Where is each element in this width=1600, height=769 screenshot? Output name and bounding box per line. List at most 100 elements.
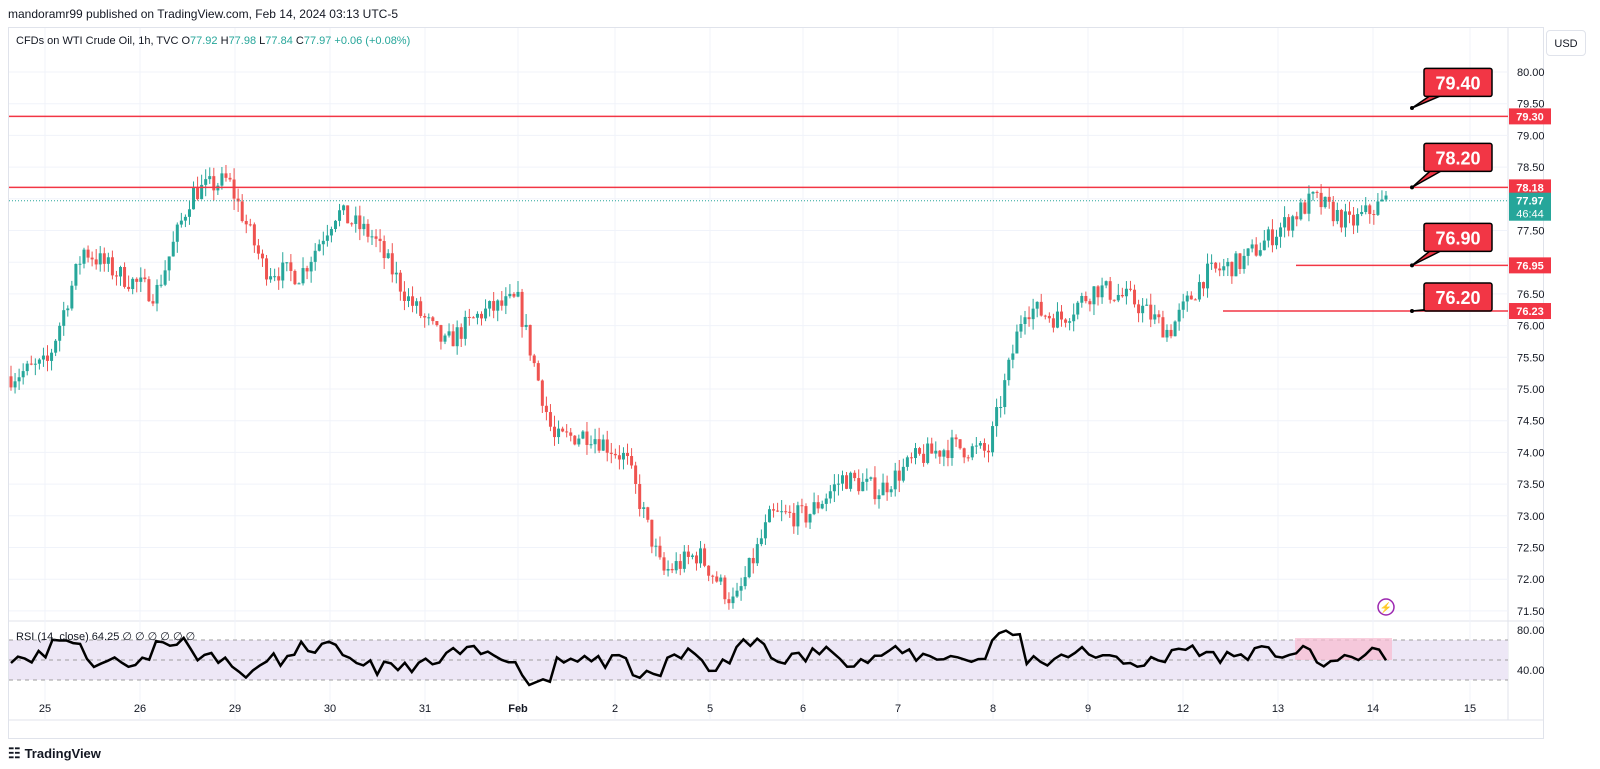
candle-body (577, 438, 581, 445)
candle-body (1315, 191, 1319, 193)
candle-body (909, 457, 913, 459)
candle-body (707, 565, 711, 576)
candle-body (1380, 199, 1384, 202)
candle-body (601, 439, 605, 451)
candle-body (9, 376, 13, 388)
candle-body (1157, 314, 1161, 318)
candle-body (1165, 329, 1169, 338)
candle-body (1303, 202, 1307, 214)
candle-body (727, 599, 731, 604)
y-tick-label: 76.50 (1517, 289, 1545, 301)
candle-body (1108, 281, 1112, 300)
publish-info: mandoramr99 published on TradingView.com… (8, 7, 399, 21)
y-tick-label: 73.50 (1517, 479, 1545, 491)
level-axis-label: 76.23 (1516, 306, 1544, 318)
candle-body (378, 238, 382, 242)
candle-body (962, 448, 966, 458)
level-axis-label: 76.95 (1516, 260, 1544, 272)
x-tick-label: 2 (612, 703, 618, 715)
candle-body (942, 450, 946, 457)
candle-body (82, 249, 86, 264)
candle-body (496, 300, 500, 311)
candle-body (1161, 317, 1165, 338)
candle-body (524, 324, 528, 327)
candle-body (699, 548, 703, 564)
x-tick-label: 26 (134, 703, 146, 715)
candle-body (792, 512, 796, 527)
candle-body (163, 270, 167, 285)
y-tick-label: 73.00 (1517, 511, 1545, 523)
candle-body (853, 472, 857, 479)
candle-body (589, 444, 593, 446)
tradingview-logo-icon: ☷ (8, 745, 21, 761)
level-axis-tag (1509, 303, 1551, 320)
legend-part: H (221, 35, 229, 47)
candle-body (1376, 201, 1380, 215)
chart-frame[interactable] (8, 27, 1544, 739)
candle-body (350, 223, 354, 225)
candle-body (1080, 296, 1084, 303)
currency-button[interactable]: USD (1546, 30, 1586, 56)
candle-body (1015, 331, 1019, 354)
y-tick-label: 76.00 (1517, 321, 1545, 333)
candle-body (212, 176, 216, 191)
candle-body (532, 355, 536, 364)
rsi-legend: RSI (14, close) 64.25 ∅ ∅ ∅ ∅ ∅ ∅ (16, 631, 195, 643)
candle-body (1311, 191, 1315, 194)
candle-body (131, 278, 135, 290)
candle-body (281, 262, 285, 281)
candle-body (455, 327, 459, 347)
candle-body (812, 502, 816, 515)
x-tick-label: 29 (229, 703, 241, 715)
footer-brand[interactable]: ☷ TradingView (8, 745, 101, 762)
candle-body (1185, 295, 1189, 302)
candle-body (415, 301, 419, 306)
level-callout-label: 79.40 (1435, 73, 1480, 93)
x-tick-label: 30 (324, 703, 336, 715)
y-tick-label: 75.00 (1517, 384, 1545, 396)
level-callout-box (1423, 67, 1493, 98)
candle-body (1043, 315, 1047, 317)
candle-body (1210, 262, 1214, 264)
candle-body (354, 215, 358, 224)
candle-body (183, 216, 187, 221)
legend-part: L (259, 35, 265, 47)
candle-body (646, 507, 650, 520)
legend-part: C (296, 35, 304, 47)
candle-body (94, 259, 98, 265)
candle-body (1141, 305, 1145, 314)
candle-body (1189, 295, 1193, 300)
candle-body (666, 568, 670, 571)
candle-body (309, 261, 313, 272)
candle-body (593, 439, 597, 445)
candle-body (106, 257, 110, 264)
candle-body (240, 201, 244, 222)
candle-body (1092, 286, 1096, 305)
candle-body (1193, 299, 1197, 301)
candle-body (54, 340, 58, 353)
y-tick-label: 72.50 (1517, 543, 1545, 555)
candle-body (918, 448, 922, 454)
candle-body (755, 544, 759, 564)
candle-body (609, 452, 613, 454)
candle-body (374, 236, 378, 239)
callout-anchor (1410, 106, 1414, 110)
candle-body (273, 276, 277, 278)
candle-body (836, 483, 840, 485)
candle-body (528, 324, 532, 356)
candle-body (467, 316, 471, 318)
candle-body (897, 470, 901, 481)
candle-body (731, 596, 735, 604)
candle-body (617, 455, 621, 460)
rsi-tick-label: 40.00 (1517, 665, 1545, 677)
candle-body (480, 313, 484, 319)
candle-body (1169, 329, 1173, 337)
candle-body (325, 235, 329, 241)
candle-body (171, 241, 175, 257)
candle-body (1153, 314, 1157, 320)
candle-body (621, 452, 625, 460)
candle-body (581, 431, 585, 439)
candle-body (228, 177, 232, 180)
candle-body (808, 514, 812, 523)
